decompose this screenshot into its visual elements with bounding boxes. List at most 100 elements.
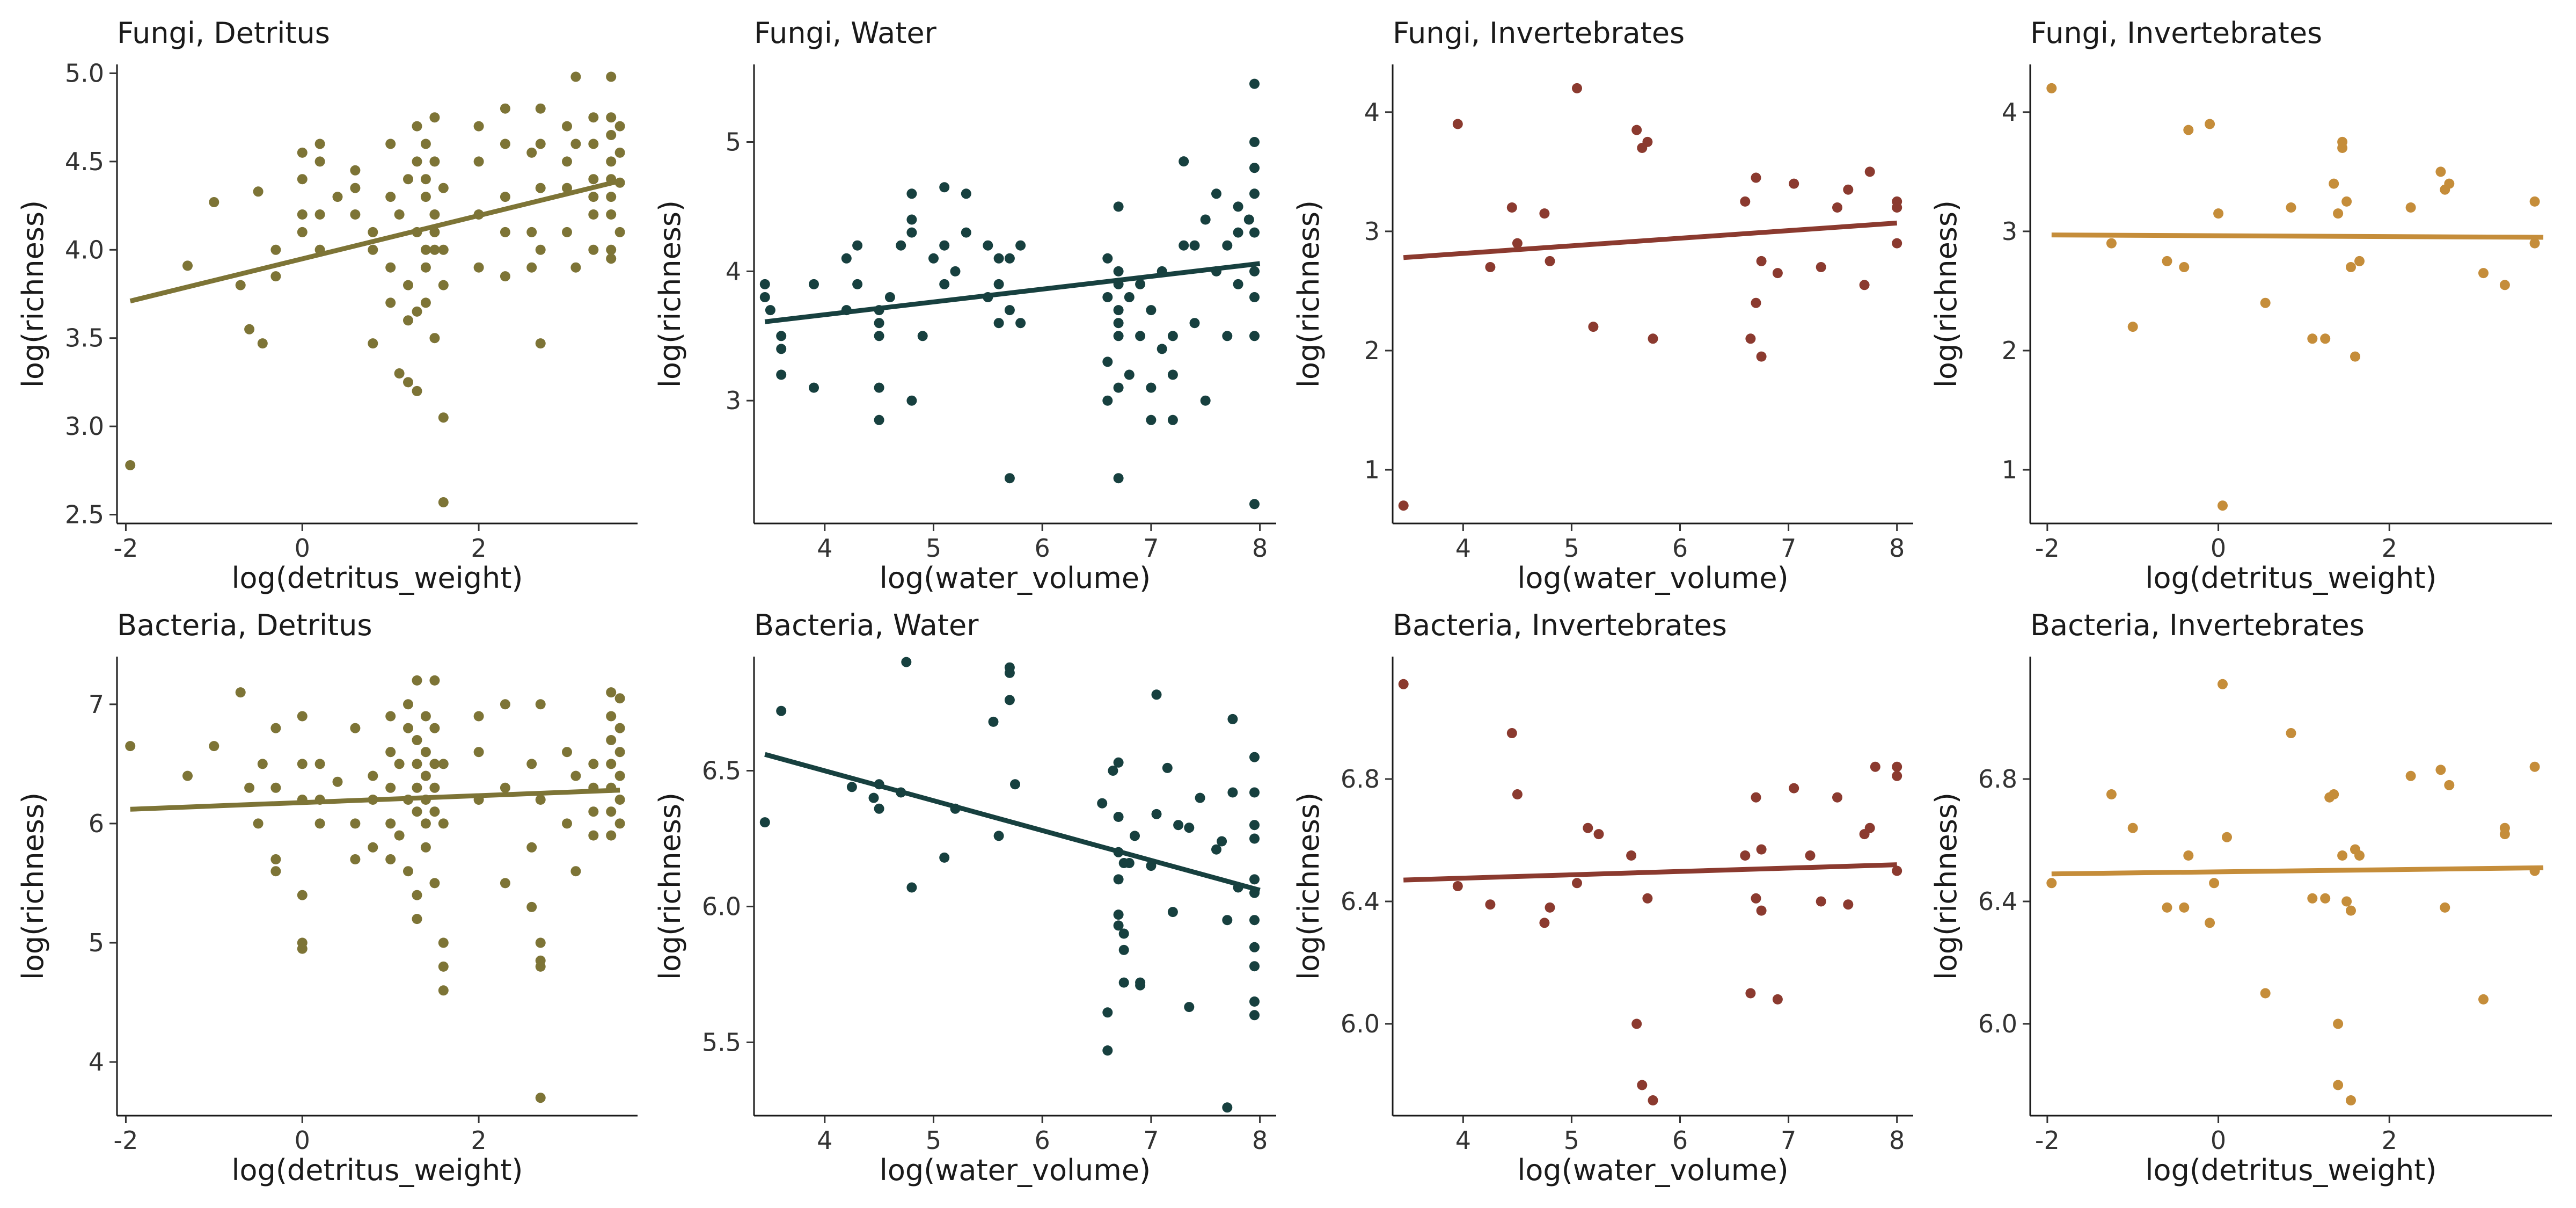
data-point <box>1102 1045 1113 1056</box>
data-point <box>500 271 510 282</box>
x-tick-label: 5 <box>1564 1126 1579 1155</box>
data-point <box>385 297 396 308</box>
data-point <box>852 240 863 251</box>
data-point <box>385 818 396 829</box>
data-point <box>2213 208 2224 219</box>
data-point <box>1249 874 1260 885</box>
data-point <box>874 803 884 814</box>
data-point <box>606 253 617 264</box>
data-point <box>809 382 819 393</box>
data-point <box>1249 188 1260 199</box>
panel-title: Bacteria, Invertebrates <box>2030 608 2365 642</box>
data-point <box>1572 83 1582 93</box>
data-point <box>1892 761 1902 772</box>
data-point <box>1102 292 1113 302</box>
data-point <box>270 854 281 864</box>
data-point <box>1816 896 1826 907</box>
data-point <box>500 878 510 889</box>
data-point <box>1113 382 1124 393</box>
data-point <box>473 711 484 722</box>
data-point <box>1113 473 1124 484</box>
data-point <box>2350 351 2360 362</box>
data-point <box>500 227 510 237</box>
data-point <box>429 782 440 793</box>
x-axis-label: log(detritus_weight) <box>2146 1153 2437 1187</box>
data-point <box>1004 473 1015 484</box>
data-points <box>125 675 625 1103</box>
data-point <box>993 318 1004 329</box>
data-point <box>570 770 581 781</box>
data-point <box>1249 961 1260 972</box>
data-point <box>570 262 581 273</box>
data-point <box>1249 266 1260 276</box>
data-point <box>606 156 617 167</box>
data-point <box>614 147 625 158</box>
data-point <box>759 279 770 289</box>
data-point <box>244 324 255 334</box>
data-point <box>1102 356 1113 367</box>
y-tick-label: 5.5 <box>702 1028 741 1057</box>
data-point <box>1167 369 1178 380</box>
x-tick-label: 6 <box>1035 1126 1050 1155</box>
data-point <box>562 227 572 237</box>
y-tick-label: 6.8 <box>1978 765 2017 794</box>
data-point <box>314 139 325 149</box>
x-tick-label: 6 <box>1035 534 1050 563</box>
data-point <box>297 759 308 769</box>
data-point <box>412 675 422 686</box>
data-point <box>896 240 906 251</box>
data-point <box>2218 500 2228 511</box>
data-point <box>257 338 268 349</box>
data-point <box>438 759 449 769</box>
data-point <box>1249 292 1260 302</box>
data-point <box>2478 268 2489 279</box>
x-tick-label: 5 <box>1564 534 1579 563</box>
data-point <box>614 747 625 758</box>
data-points <box>1398 83 1902 511</box>
panel-title: Bacteria, Invertebrates <box>1393 608 1727 642</box>
data-point <box>2354 256 2365 266</box>
data-point <box>429 759 440 769</box>
data-point <box>1751 172 1761 183</box>
data-point <box>1118 977 1129 988</box>
data-point <box>1740 196 1751 207</box>
data-point <box>244 782 255 793</box>
data-point <box>1626 850 1637 861</box>
x-tick-label: 7 <box>1143 534 1159 563</box>
data-point <box>776 369 787 380</box>
data-point <box>438 280 449 290</box>
data-point <box>1167 907 1178 918</box>
data-point <box>332 776 343 787</box>
x-tick-label: 4 <box>817 534 832 563</box>
data-point <box>125 741 136 752</box>
data-point <box>1189 240 1200 251</box>
data-point <box>1227 787 1238 798</box>
data-point <box>588 139 599 149</box>
data-point <box>1243 214 1254 225</box>
data-point <box>588 759 599 769</box>
data-point <box>2440 902 2450 913</box>
data-point <box>500 103 510 114</box>
data-point <box>2354 850 2365 861</box>
panel-title: Bacteria, Water <box>754 608 979 642</box>
data-point <box>1772 268 1783 279</box>
data-point <box>2329 789 2339 799</box>
data-point <box>906 188 917 199</box>
data-point <box>2260 297 2271 308</box>
data-point <box>1583 823 1593 833</box>
fit-line <box>130 788 620 812</box>
data-point <box>438 818 449 829</box>
data-point <box>1249 752 1260 762</box>
data-point <box>1118 928 1129 939</box>
data-point <box>297 711 308 722</box>
data-point <box>412 121 422 132</box>
data-point <box>438 937 449 948</box>
data-point <box>1135 279 1146 289</box>
data-point <box>420 297 431 308</box>
data-point <box>473 747 484 758</box>
data-point <box>2444 178 2455 189</box>
data-point <box>939 240 950 251</box>
data-point <box>314 209 325 220</box>
data-point <box>1249 820 1260 831</box>
data-point <box>1184 1002 1195 1013</box>
